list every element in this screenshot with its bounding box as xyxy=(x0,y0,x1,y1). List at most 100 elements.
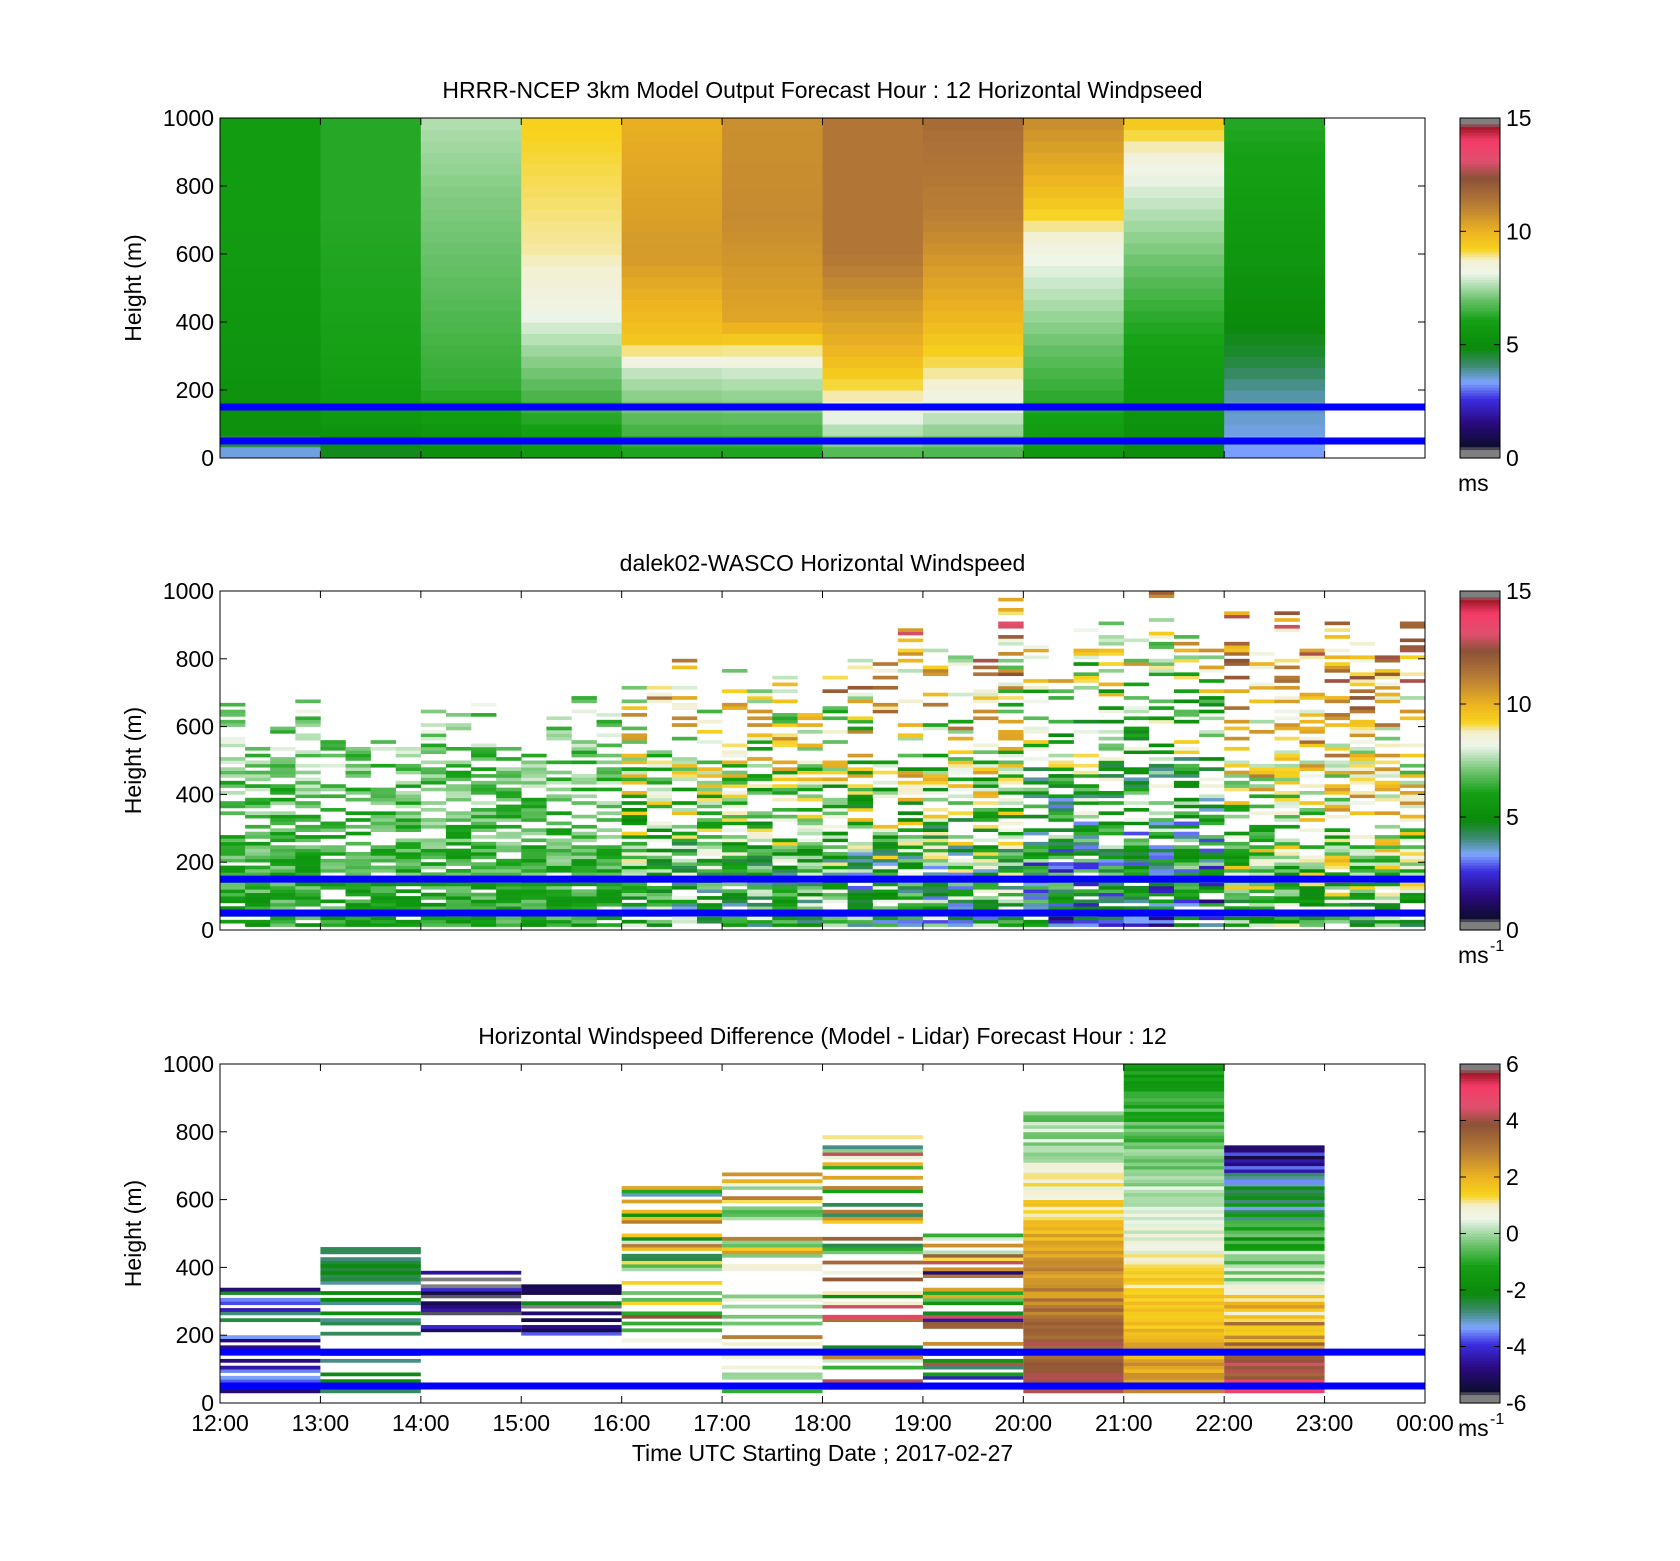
heatmap-cell xyxy=(747,777,773,782)
colorbar-swatch xyxy=(1460,1179,1500,1184)
heatmap-cell xyxy=(496,811,522,816)
heatmap-cell xyxy=(546,902,572,907)
heatmap-cell xyxy=(220,197,321,210)
colorbar-swatch xyxy=(1460,390,1500,394)
heatmap-cell xyxy=(922,186,1024,199)
heatmap-cell xyxy=(1123,1230,1225,1234)
heatmap-cell xyxy=(320,140,422,153)
heatmap-cell xyxy=(1224,1219,1325,1224)
heatmap-cell xyxy=(1224,763,1250,768)
heatmap-cell xyxy=(420,1294,522,1299)
heatmap-cell xyxy=(1324,828,1350,832)
heatmap-cell xyxy=(1123,1155,1225,1160)
heatmap-cell xyxy=(295,753,321,758)
heatmap-cell xyxy=(295,787,321,792)
heatmap-cell xyxy=(1023,1362,1124,1367)
heatmap-cell xyxy=(872,791,899,795)
heatmap-cell xyxy=(722,1253,823,1258)
heatmap-cell xyxy=(1324,635,1350,639)
heatmap-cell xyxy=(295,838,321,843)
heatmap-cell xyxy=(571,838,597,843)
heatmap-cell xyxy=(1123,1097,1225,1102)
heatmap-cell xyxy=(822,919,848,924)
heatmap-cell xyxy=(496,889,522,894)
heatmap-cell xyxy=(621,919,648,924)
heatmap-cell xyxy=(596,899,622,904)
heatmap-cell xyxy=(922,774,949,778)
heatmap-cell xyxy=(1173,872,1200,877)
heatmap-cell xyxy=(270,858,296,863)
heatmap-cell xyxy=(295,872,321,877)
heatmap-cell xyxy=(621,1291,723,1295)
heatmap-cell xyxy=(1224,1294,1325,1299)
heatmap-cell xyxy=(571,916,597,921)
heatmap-cell xyxy=(1199,797,1225,802)
heatmap-cell xyxy=(1224,858,1250,863)
heatmap-cell xyxy=(1148,916,1175,921)
heatmap-cell xyxy=(872,763,899,768)
heatmap-cell xyxy=(1023,1318,1124,1323)
colorbar-swatch xyxy=(1460,672,1500,677)
colorbar-swatch xyxy=(1460,1193,1500,1198)
heatmap-cell xyxy=(220,770,246,775)
heatmap-cell xyxy=(1224,1199,1325,1204)
heatmap-cell xyxy=(1224,1202,1325,1207)
heatmap-cell xyxy=(1023,1172,1124,1177)
heatmap-cell xyxy=(922,1287,1024,1292)
heatmap-cell xyxy=(1224,1253,1325,1258)
heatmap-cell xyxy=(696,794,723,799)
heatmap-cell xyxy=(797,858,823,863)
heatmap-cell xyxy=(596,896,622,900)
heatmap-cell xyxy=(1299,696,1325,700)
heatmap-cell xyxy=(1274,753,1300,758)
heatmap-cell xyxy=(1173,774,1200,778)
heatmap-cell xyxy=(345,831,371,836)
heatmap-cell xyxy=(1224,299,1326,312)
heatmap-cell xyxy=(897,736,924,741)
heatmap-cell xyxy=(1274,685,1300,690)
heatmap-cell xyxy=(772,770,798,775)
heatmap-cell xyxy=(922,322,1024,334)
heatmap-cell xyxy=(948,763,974,768)
colorbar-swatch xyxy=(1460,324,1500,329)
heatmap-cell xyxy=(1148,852,1175,856)
heatmap-cell xyxy=(747,916,773,921)
heatmap-cell xyxy=(671,848,698,853)
heatmap-cell xyxy=(420,152,522,165)
heatmap-cell xyxy=(922,1362,1024,1367)
heatmap-cell xyxy=(1224,1250,1325,1255)
heatmap-cell xyxy=(797,763,823,768)
heatmap-cell xyxy=(320,310,422,323)
heatmap-cell xyxy=(671,716,698,721)
heatmap-cell xyxy=(1148,824,1175,829)
heatmap-cell xyxy=(922,140,1024,153)
colorbar-swatch xyxy=(1460,137,1500,142)
heatmap-cell xyxy=(1274,780,1300,785)
heatmap-cell xyxy=(1299,740,1325,744)
heatmap-cell xyxy=(1073,729,1099,734)
colorbar-swatch xyxy=(1460,1377,1500,1381)
heatmap-cell xyxy=(596,787,622,792)
heatmap-cell xyxy=(1224,760,1250,765)
heatmap-cell xyxy=(370,899,397,904)
heatmap-cell xyxy=(521,899,547,904)
heatmap-cell xyxy=(370,797,397,802)
heatmap-cell xyxy=(320,824,346,829)
heatmap-cell xyxy=(1299,801,1325,805)
heatmap-cell xyxy=(1299,655,1325,660)
heatmap-cell xyxy=(1299,713,1325,717)
heatmap-cell xyxy=(1224,845,1250,849)
heatmap-cell xyxy=(445,824,472,829)
heatmap-cell xyxy=(320,1260,421,1265)
heatmap-cell xyxy=(1224,652,1250,656)
heatmap-cell xyxy=(245,831,271,836)
heatmap-cell xyxy=(1098,858,1125,863)
heatmap-cell xyxy=(747,723,773,727)
heatmap-cell xyxy=(370,791,397,795)
heatmap-cell xyxy=(973,916,999,921)
heatmap-cell xyxy=(1023,791,1049,795)
heatmap-cell xyxy=(345,774,371,778)
heatmap-cell xyxy=(1023,1114,1124,1119)
heatmap-cell xyxy=(571,709,597,714)
heatmap-cell xyxy=(1224,1172,1325,1177)
